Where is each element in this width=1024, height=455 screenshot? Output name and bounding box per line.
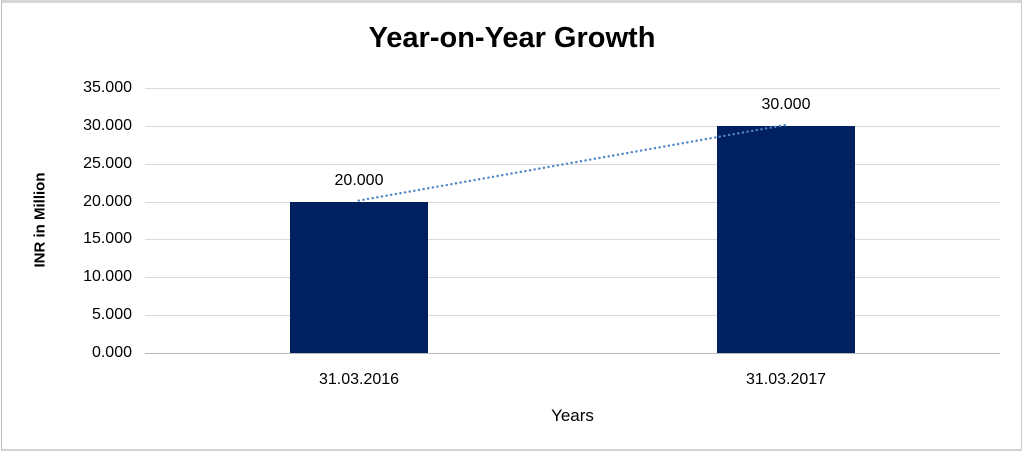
x-axis-category-label: 31.03.2016	[318, 371, 400, 388]
y-axis-tick-label: 35.000	[83, 79, 132, 96]
bar-31.03.2017	[717, 125, 855, 353]
gridline	[145, 315, 1000, 317]
gridline	[145, 125, 1000, 127]
gridline	[145, 277, 1000, 279]
y-axis-tick-label: 30.000	[83, 116, 132, 134]
chart-title: Year-on-Year Growth	[368, 22, 656, 54]
bar-value-label: 30.000	[761, 95, 811, 113]
x-axis-category-label: 31.03.2017	[745, 371, 827, 388]
y-axis-tick-label: 20.000	[83, 192, 132, 210]
x-axis-line	[145, 353, 1000, 354]
gridline	[145, 239, 1000, 241]
y-axis-tick-label: 0.000	[91, 344, 132, 361]
bar-31.03.2016	[290, 201, 428, 353]
x-axis-title: Years	[551, 406, 594, 425]
y-axis-tick-label: 5.000	[91, 306, 132, 324]
bar-value-label: 20.000	[334, 171, 384, 189]
y-axis-tick-label: 15.000	[83, 230, 132, 248]
gridline	[145, 163, 1000, 165]
y-axis-tick-label: 10.000	[83, 268, 132, 286]
gridline	[145, 201, 1000, 203]
y-axis-title: INR in Million	[31, 172, 49, 268]
gridline	[145, 88, 1000, 89]
y-axis-tick-label: 25.000	[83, 154, 132, 172]
